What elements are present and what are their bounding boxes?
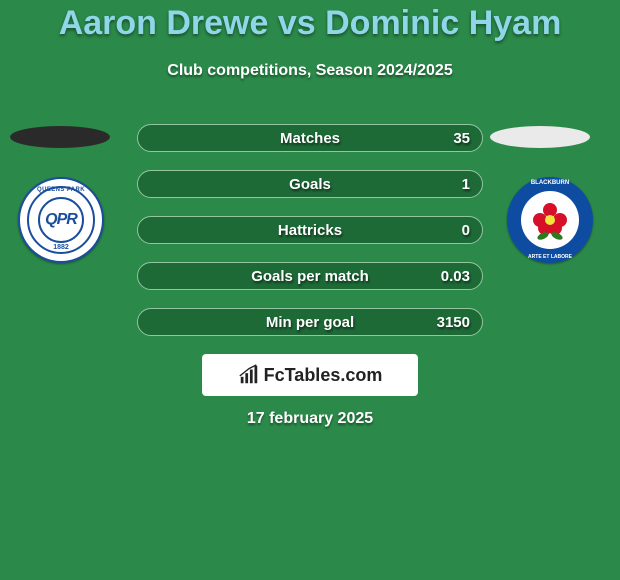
- qpr-center: QPR: [38, 197, 84, 243]
- player-right-ellipse: [490, 126, 590, 148]
- qpr-year: 1882: [20, 244, 102, 251]
- stat-label: Goals per match: [138, 263, 482, 291]
- qpr-abbrev: QPR: [45, 211, 77, 229]
- page-title: Aaron Drewe vs Dominic Hyam: [0, 4, 620, 43]
- stat-bar: Matches35: [137, 124, 483, 152]
- stat-label: Goals: [138, 171, 482, 199]
- stat-right-value: 0.03: [441, 263, 470, 291]
- branding-text: FcTables.com: [264, 365, 383, 386]
- blackburn-bottom-text: ARTE ET LABORE: [507, 254, 593, 260]
- stat-right-value: 3150: [437, 309, 470, 337]
- rose-icon: [535, 205, 565, 235]
- stat-label: Matches: [138, 125, 482, 153]
- branding-box[interactable]: FcTables.com: [202, 354, 418, 396]
- club-badge-right: BLACKBURN ARTE ET LABORE: [507, 177, 593, 263]
- stat-bar: Goals per match0.03: [137, 262, 483, 290]
- stat-right-value: 1: [462, 171, 470, 199]
- stat-label: Hattricks: [138, 217, 482, 245]
- blackburn-inner: [521, 191, 579, 249]
- player-left-ellipse: [10, 126, 110, 148]
- stat-bar: Min per goal3150: [137, 308, 483, 336]
- bar-chart-icon: [238, 364, 260, 386]
- stat-bar: Hattricks0: [137, 216, 483, 244]
- page-subtitle: Club competitions, Season 2024/2025: [0, 62, 620, 80]
- blackburn-badge-outer: BLACKBURN ARTE ET LABORE: [507, 177, 593, 263]
- page-root: Aaron Drewe vs Dominic Hyam Club competi…: [0, 0, 620, 580]
- date-text: 17 february 2025: [0, 410, 620, 428]
- stats-container: Matches35 Goals1 Hattricks0 Goals per match…: [137, 124, 483, 354]
- stat-right-value: 35: [453, 125, 470, 153]
- stat-bar: Goals1: [137, 170, 483, 198]
- stat-label: Min per goal: [138, 309, 482, 337]
- qpr-badge-outer: QUEENS PARK QPR 1882: [18, 177, 104, 263]
- blackburn-top-text: BLACKBURN: [507, 180, 593, 186]
- stat-right-value: 0: [462, 217, 470, 245]
- club-badge-left: QUEENS PARK QPR 1882: [18, 177, 104, 263]
